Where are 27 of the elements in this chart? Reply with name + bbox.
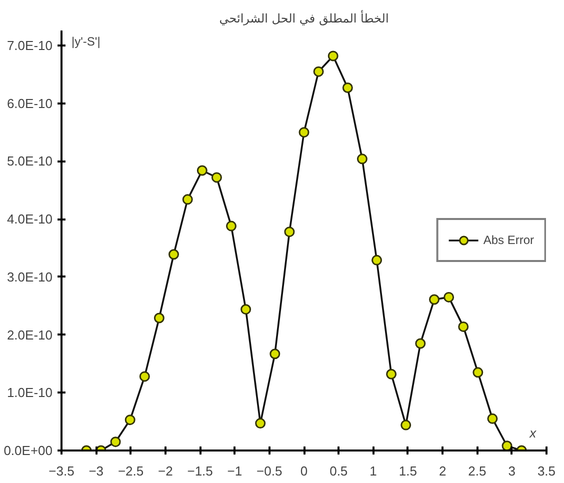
x-axis-title: x [528,426,537,440]
y-tick-label: 6.0E-10 [6,96,53,111]
x-tick-label: −3.5 [48,464,74,478]
x-tick-label: −0.5 [256,464,282,478]
x-tick-label: 1 [370,464,377,478]
y-tick-label: 5.0E-10 [6,154,53,169]
x-tick-label: 0.5 [330,464,348,478]
x-tick-label: −2.5 [118,464,144,478]
y-tick-label: 3.0E-10 [6,269,53,284]
x-tick-label: 2.5 [468,464,486,478]
x-tick-label: −1.5 [187,464,213,478]
x-tick-label: −3 [88,464,104,478]
x-tick-label: −1 [227,464,242,478]
y-tick-label: 0.0E+00 [4,443,52,458]
x-tick-label: 2 [438,464,446,478]
x-tick-label: 1.5 [398,464,417,478]
x-tick-label: 0 [300,464,308,478]
chart-title: الخطأ المطلق في الحل الشرائحي [219,10,389,26]
y-tick-label: 1.0E-10 [6,385,53,400]
y-tick-label: 4.0E-10 [6,212,53,227]
y-axis-title: |y'-S'| [72,34,100,48]
legend-label: Abs Error [483,233,534,247]
x-tick-label: 3.5 [537,464,556,478]
y-tick-label: 7.0E-10 [6,38,53,54]
x-tick-label: −2 [158,464,173,478]
x-tick-label: 3 [508,464,516,478]
y-tick-label: 2.0E-10 [6,327,53,342]
